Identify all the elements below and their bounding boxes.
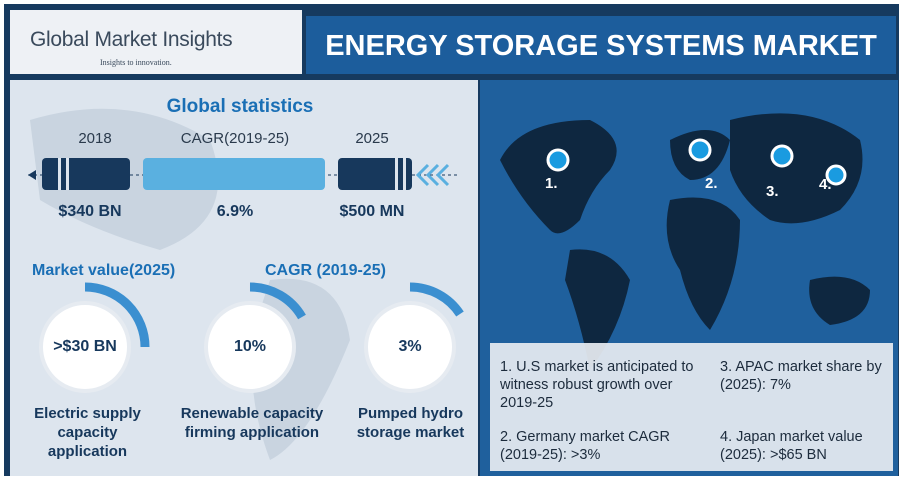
brand: Global Market Insights: [30, 28, 233, 51]
note: 3. APAC market share by (2025): 7%: [720, 359, 882, 393]
chevrons: [415, 163, 450, 187]
bar-2025: [338, 158, 412, 190]
circle: [364, 301, 456, 393]
stat-value: $340 BN: [58, 203, 122, 220]
title-box: [306, 16, 896, 74]
circle-label: Renewable capacity firming application: [180, 405, 324, 441]
note: 4. Japan market value (2025): >$65 BN: [720, 429, 863, 463]
pin: [825, 164, 847, 186]
stat-label: CAGR(2019-25): [180, 130, 290, 147]
arc: [409, 282, 464, 317]
australia: [809, 276, 870, 325]
asia: [730, 113, 863, 224]
note: 2. Germany market CAGR (2019-25): >3%: [500, 429, 671, 463]
circle-value: 10%: [233, 338, 267, 355]
map-marker: 4.: [819, 176, 832, 193]
stripe: [395, 158, 398, 190]
arc: [249, 282, 306, 320]
circle-label: Electric supply capacity application: [34, 405, 141, 460]
notes-box: [490, 343, 893, 471]
stat-value: 6.9%: [216, 203, 254, 220]
arrow: [28, 170, 36, 180]
circle-label: Pumped hydro storage market: [356, 405, 465, 441]
pin: [770, 144, 794, 168]
circle: [39, 301, 131, 393]
title: ENERGY STORAGE SYSTEMS MARKET: [325, 30, 877, 62]
stripe: [58, 158, 61, 190]
section-title: CAGR (2019-25): [265, 262, 386, 279]
north-america: [500, 120, 617, 234]
stat-value: $500 MN: [339, 203, 405, 220]
circles: [39, 282, 464, 393]
stripe: [66, 158, 69, 190]
stat-label: 2018: [78, 130, 112, 147]
south-america: [565, 249, 630, 370]
stripe: [403, 158, 406, 190]
circle-value: 3%: [398, 338, 422, 355]
section-title: Market value(2025): [32, 262, 176, 279]
stats-title: Global statistics: [166, 96, 314, 117]
note: 1. U.S market is anticipated to witness …: [500, 359, 694, 411]
bar-2018: [42, 158, 130, 190]
pin: [688, 138, 712, 162]
logo-area: [10, 10, 302, 74]
tagline: Insights to innovation.: [100, 58, 172, 67]
world-map: [500, 113, 870, 370]
circle: [204, 301, 296, 393]
circle-value: >$30 BN: [53, 338, 117, 355]
pin: [546, 148, 570, 172]
pins: [546, 138, 847, 186]
stat-label: 2025: [355, 130, 389, 147]
map-marker: 1.: [545, 175, 558, 192]
arc: [84, 282, 150, 348]
bar-cagr: [143, 158, 325, 190]
map-marker: 2.: [705, 175, 718, 192]
left-graphics: [28, 108, 464, 460]
africa: [666, 197, 740, 330]
map-marker: 3.: [766, 183, 779, 200]
